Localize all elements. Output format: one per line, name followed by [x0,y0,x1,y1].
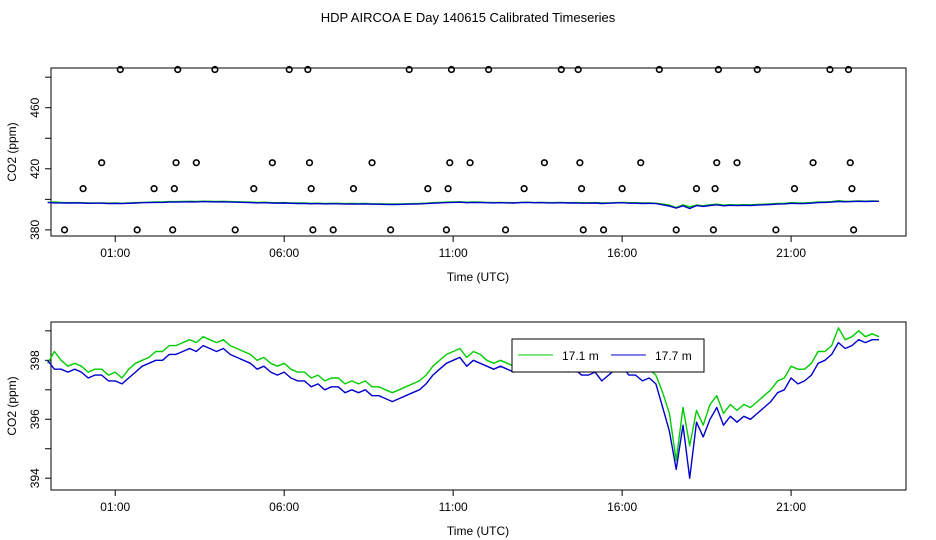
data-point [231,226,239,234]
data-point [170,185,178,193]
data-point [387,226,395,234]
data-point [444,185,452,193]
data-point [285,65,293,74]
bottom-panel-ticks: 01:00 06:00 11:00 16:00 21:00 394 396 398 [28,330,806,514]
x-tick-label: 16:00 [607,500,637,514]
legend: 17.1 m 17.7 m [511,338,705,373]
y-tick-label: 460 [28,97,42,117]
data-point [466,159,474,167]
data-point [349,185,358,193]
y-tick-label: 398 [28,350,42,370]
bottom-panel-frame [50,321,907,491]
x-tick-label: 21:00 [776,246,806,260]
data-point [709,226,717,234]
bottom-panel-ylabel: CO2 (ppm) [5,376,19,435]
data-point [809,159,817,167]
data-point [446,159,454,167]
data-point [307,185,315,193]
x-tick-label: 21:00 [776,500,806,514]
data-point [599,226,608,234]
data-point [692,185,701,193]
data-point [520,185,528,193]
data-point [655,65,663,74]
data-point [98,159,106,167]
data-point [772,226,780,234]
data-point [150,185,158,193]
data-point [250,185,258,193]
data-point [485,65,493,74]
data-point [574,65,582,74]
data-point [133,226,141,234]
data-point [304,65,312,74]
data-point [268,159,276,167]
top-panel-xlabel: Time (UTC) [447,270,509,284]
data-point [501,226,510,234]
data-point [116,65,124,74]
data-point [305,159,314,167]
x-tick-label: 16:00 [607,246,637,260]
data-point [192,159,200,167]
data-point [540,159,548,167]
x-tick-label: 06:00 [269,500,299,514]
data-point [790,185,799,193]
data-point [711,185,719,193]
data-point [844,65,853,74]
data-point [79,185,87,193]
data-point [309,226,317,234]
y-tick-label: 380 [28,220,42,240]
x-tick-label: 11:00 [439,246,468,260]
y-tick-label: 394 [28,468,42,488]
data-point [211,65,219,74]
data-point [577,185,586,193]
data-point [846,159,854,167]
top-panel-ticks: 01:00 06:00 11:00 16:00 21:00 380 420 460 [28,76,806,260]
data-point [368,159,376,167]
data-point [713,159,721,167]
x-tick-label: 01:00 [100,500,130,514]
legend-label-17-1: 17.1 m [562,349,599,363]
data-point [826,65,834,74]
top-series-line [47,200,879,210]
data-point [637,159,645,167]
x-tick-label: 01:00 [100,246,130,260]
top-panel: 01:00 06:00 11:00 16:00 21:00 380 420 460 Time … [5,65,907,284]
y-tick-label: 420 [28,158,42,178]
data-point [172,159,180,167]
data-point [557,65,565,74]
bottom-panel-lines [46,327,880,479]
data-point [442,226,450,234]
series-line-17-7-m [47,339,879,479]
data-point [753,65,761,74]
top-panel-ylabel: CO2 (ppm) [5,122,19,181]
data-point [672,226,680,234]
bottom-panel: 01:00 06:00 11:00 16:00 21:00 394 396 398 17.1 … [5,321,907,538]
x-tick-label: 11:00 [439,500,468,514]
data-point [169,226,177,234]
data-point [60,226,69,234]
y-tick-label: 396 [28,409,42,429]
bottom-panel-xlabel: Time (UTC) [447,524,509,538]
legend-label-17-7: 17.7 m [655,349,692,363]
data-point [447,65,456,74]
data-point [174,65,182,74]
data-point [733,159,741,167]
top-panel-points [60,65,858,234]
series-line-17-1-m [46,327,880,462]
data-point [850,226,858,234]
top-panel-frame [50,67,907,237]
top-panel-lines [47,200,880,210]
x-tick-label: 06:00 [269,246,299,260]
data-point [714,65,723,74]
data-point [579,226,587,234]
data-point [848,185,856,193]
data-point [618,185,626,193]
data-point [576,159,584,167]
data-point [405,65,413,74]
data-point [424,185,432,193]
figure-title: HDP AIRCOA E Day 140615 Calibrated Times… [321,10,616,25]
data-point [329,226,337,234]
